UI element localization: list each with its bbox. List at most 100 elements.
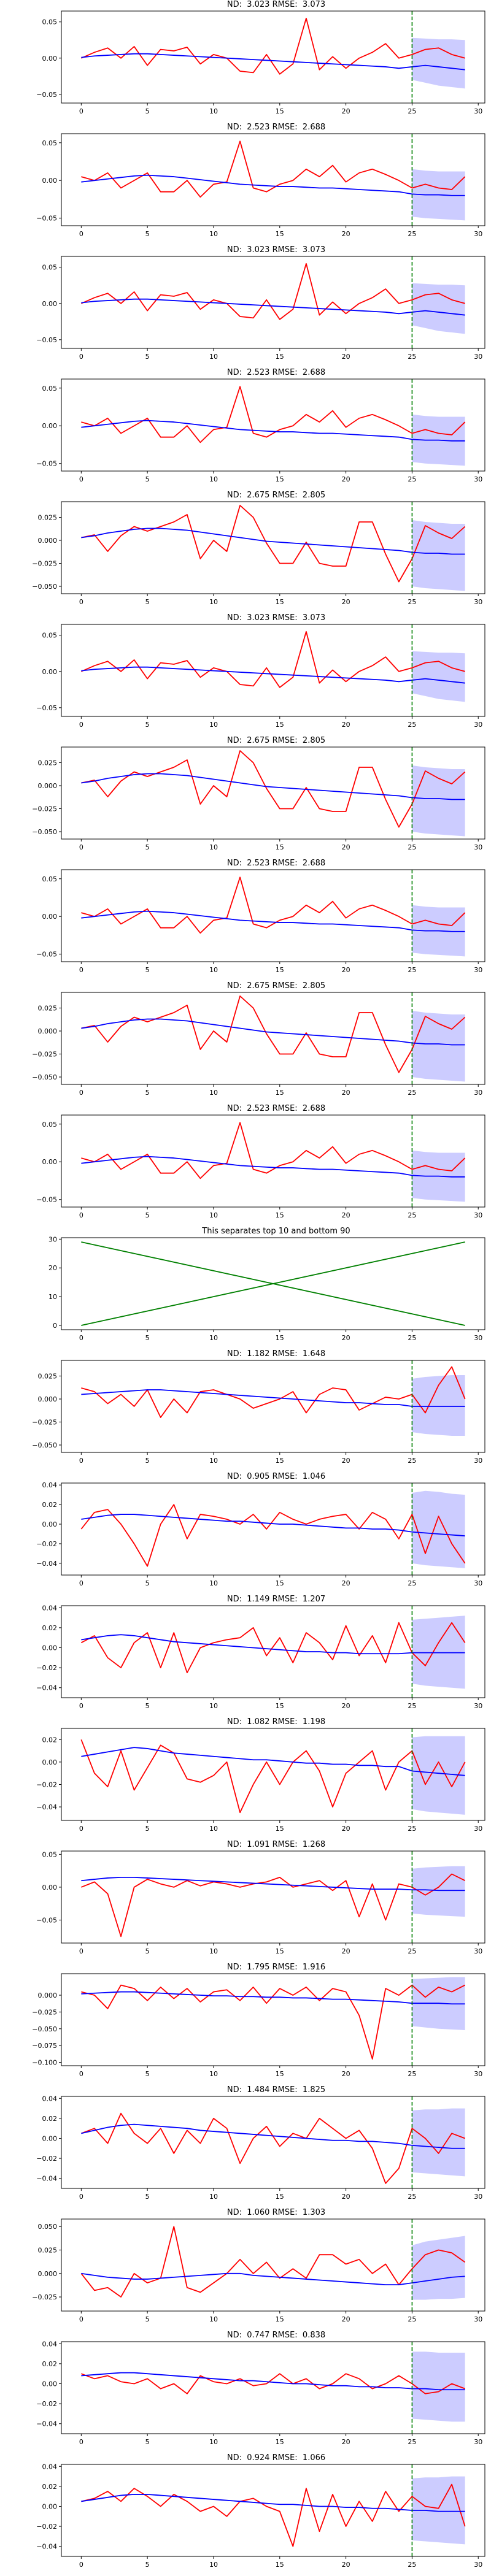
chart-title: ND: 2.675 RMSE: 2.805 xyxy=(226,736,326,745)
x-tick-label: 25 xyxy=(408,2561,416,2569)
y-tick-label: 0.04 xyxy=(42,2340,58,2348)
y-tick-label: −0.04 xyxy=(36,1560,57,1568)
chart-svg: 0 5 10 15 20 25 30 −0.100 −0.075 −0.050 −0.025 0.00… xyxy=(32,1973,485,2078)
y-tick-label: 0.00 xyxy=(42,2380,58,2388)
series-line-0 xyxy=(81,2373,465,2394)
x-tick-label: 30 xyxy=(474,2438,482,2446)
chart-svg: 0 5 10 15 20 25 30 −0.050 −0.025 0.000 0.025 xyxy=(32,1360,485,1465)
series-line-0 xyxy=(81,750,466,828)
confidence-band xyxy=(412,520,465,591)
x-tick-label: 25 xyxy=(408,353,416,361)
x-tick-label: 15 xyxy=(276,107,284,115)
confidence-band xyxy=(412,765,465,837)
x-tick-label: 0 xyxy=(79,843,83,851)
x-tick-label: 30 xyxy=(474,2193,482,2201)
y-tick-label: 0.00 xyxy=(42,1644,58,1652)
x-tick-label: 5 xyxy=(145,2070,150,2078)
x-tick-label: 15 xyxy=(276,1211,284,1219)
y-tick-label: 0.05 xyxy=(42,18,58,26)
x-tick-label: 15 xyxy=(276,1702,284,1710)
axes-frame xyxy=(61,133,485,226)
x-tick-label: 0 xyxy=(79,966,83,974)
chart-svg: 0 5 10 15 20 25 30 −0.050 −0.025 0.000 0.025 xyxy=(32,992,485,1097)
y-tick-label: −0.05 xyxy=(36,336,57,344)
confidence-band xyxy=(412,2236,465,2300)
x-tick-label: 15 xyxy=(276,475,284,483)
chart-panel: ND: 2.675 RMSE: 2.805 0 5 10 15 20 25 30 −0.050 −… xyxy=(0,491,491,613)
y-tick-label: −0.025 xyxy=(32,2293,57,2301)
series-line-1 xyxy=(81,1514,465,1537)
x-tick-label: 0 xyxy=(79,721,83,729)
x-tick-label: 20 xyxy=(342,1579,350,1587)
x-tick-label: 10 xyxy=(209,598,218,606)
x-tick-label: 10 xyxy=(209,2438,218,2446)
chart-svg: 0 5 10 15 20 25 30 −0.05 0.00 0.05 xyxy=(36,133,485,238)
series-line-1 xyxy=(81,1747,465,1776)
chart-title: ND: 2.523 RMSE: 2.688 xyxy=(226,368,326,377)
y-tick-label: −0.050 xyxy=(32,828,57,836)
x-tick-label: 15 xyxy=(276,721,284,729)
x-tick-label: 25 xyxy=(408,107,416,115)
x-tick-label: 0 xyxy=(79,230,83,238)
series-line-0 xyxy=(81,2112,465,2184)
x-tick-label: 10 xyxy=(209,1702,218,1710)
y-tick-label: −0.02 xyxy=(36,1781,57,1788)
series-line-1 xyxy=(81,773,465,800)
confidence-band xyxy=(412,2352,465,2422)
chart-title: ND: 0.924 RMSE: 1.066 xyxy=(226,2453,326,2463)
y-tick-label: 0.02 xyxy=(42,2115,58,2123)
x-tick-label: 25 xyxy=(408,843,416,851)
x-tick-label: 0 xyxy=(79,2193,83,2201)
axes-frame xyxy=(61,1605,485,1698)
x-tick-label: 5 xyxy=(145,1211,150,1219)
chart-panel: ND: 3.023 RMSE: 3.073 0 5 10 15 20 25 30 −0.05 0.… xyxy=(0,245,491,368)
x-tick-label: 15 xyxy=(276,1579,284,1587)
series-line-0 xyxy=(80,17,465,75)
x-tick-label: 5 xyxy=(145,1702,150,1710)
x-tick-label: 0 xyxy=(79,475,83,483)
x-tick-label: 30 xyxy=(474,598,482,606)
x-tick-label: 25 xyxy=(408,1947,416,1955)
y-tick-label: 0.00 xyxy=(42,1884,58,1892)
y-tick-label: 0.000 xyxy=(38,1395,58,1403)
confidence-band xyxy=(412,2476,465,2545)
series-line-1 xyxy=(81,1018,465,1046)
x-tick-label: 25 xyxy=(408,1702,416,1710)
y-tick-label: −0.025 xyxy=(32,2008,57,2016)
x-tick-label: 30 xyxy=(474,1457,482,1465)
y-tick-label: 0.04 xyxy=(42,1481,58,1489)
confidence-band xyxy=(412,1375,465,1436)
x-tick-label: 25 xyxy=(408,2193,416,2201)
chart-panel: ND: 2.523 RMSE: 2.688 0 5 10 15 20 25 30 −0.05 0.… xyxy=(0,123,491,245)
x-tick-label: 10 xyxy=(209,1211,218,1219)
y-tick-label: 0.050 xyxy=(38,2223,58,2231)
chart-panel: ND: 3.023 RMSE: 3.073 0 5 10 15 20 25 30 −0.05 0.… xyxy=(0,0,491,123)
y-tick-label: −0.02 xyxy=(36,2400,57,2408)
series-line-1 xyxy=(81,1876,465,1892)
series-line-1 xyxy=(81,2123,465,2149)
x-tick-label: 30 xyxy=(474,1089,482,1097)
chart-panel: ND: 2.523 RMSE: 2.688 0 5 10 15 20 25 30 −0.05 0.… xyxy=(0,1104,491,1227)
x-tick-label: 10 xyxy=(209,2070,218,2078)
chart-title: ND: 2.523 RMSE: 2.688 xyxy=(226,123,326,132)
series-line-1 xyxy=(81,2372,465,2391)
chart-title: ND: 0.905 RMSE: 1.046 xyxy=(226,1472,326,1481)
y-tick-label: 0.00 xyxy=(42,2502,58,2510)
x-tick-label: 30 xyxy=(474,107,482,115)
y-tick-label: −0.04 xyxy=(36,2420,57,2428)
chart-svg: 0 5 10 15 20 25 30 −0.05 0.00 0.05 xyxy=(36,1114,485,1219)
x-tick-label: 15 xyxy=(276,2438,284,2446)
series-line-0 xyxy=(81,995,466,1073)
x-tick-label: 20 xyxy=(342,2193,350,2201)
chart-svg: 0 5 10 15 20 25 30 −0.05 0.00 0.05 xyxy=(36,10,485,115)
y-tick-label: 0.05 xyxy=(42,632,58,640)
axes-frame xyxy=(61,2341,485,2434)
x-tick-label: 20 xyxy=(342,966,350,974)
series-line-1 xyxy=(81,910,465,932)
x-tick-label: 5 xyxy=(145,1089,150,1097)
series-line-1 xyxy=(81,2272,465,2286)
x-tick-label: 30 xyxy=(474,2561,482,2569)
chart-title: ND: 1.082 RMSE: 1.198 xyxy=(226,1717,326,1727)
chart-panel: ND: 2.675 RMSE: 2.805 0 5 10 15 20 25 30 −0.050 −… xyxy=(0,736,491,859)
